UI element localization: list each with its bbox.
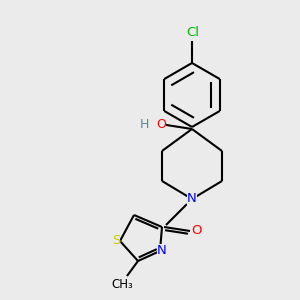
- Text: N: N: [187, 193, 197, 206]
- Text: S: S: [112, 235, 120, 248]
- Text: O: O: [156, 118, 166, 130]
- Text: N: N: [157, 244, 167, 256]
- Text: H: H: [140, 118, 149, 130]
- Text: CH₃: CH₃: [111, 278, 133, 290]
- Text: O: O: [191, 224, 201, 236]
- Text: Cl: Cl: [187, 26, 200, 40]
